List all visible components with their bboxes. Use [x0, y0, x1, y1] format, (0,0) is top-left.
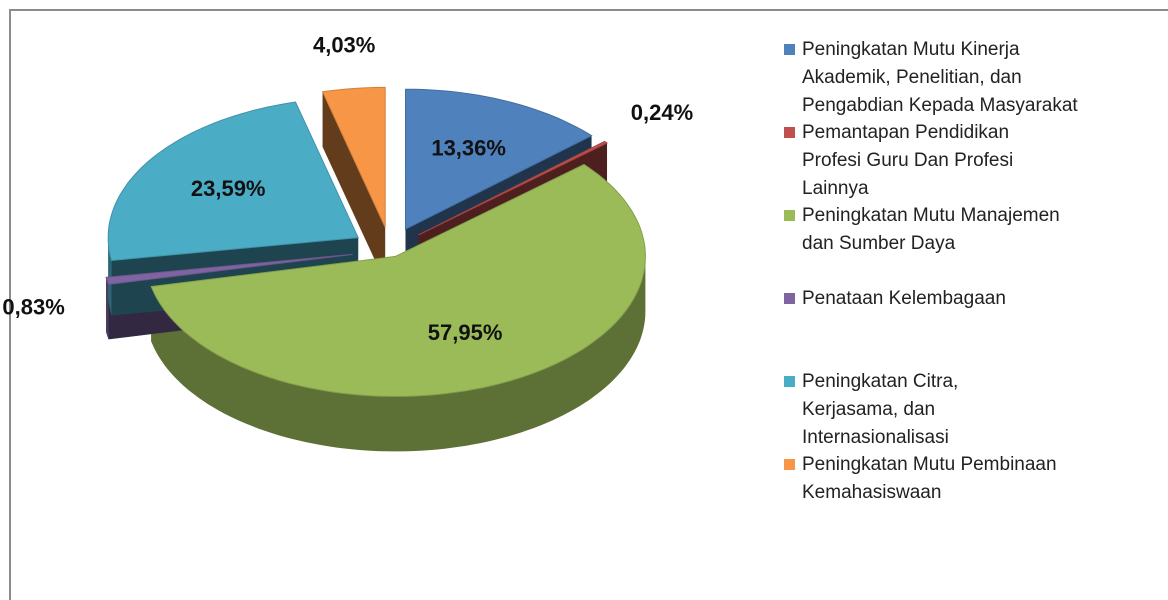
value-label: 0,83% — [2, 295, 64, 320]
legend-label: Penataan Kelembagaan — [802, 288, 1006, 309]
slice — [404, 88, 593, 230]
legend-label: Peningkatan Mutu Kinerja Akademik, Peneli… — [802, 39, 1078, 116]
slice — [150, 163, 646, 397]
legend-swatch — [784, 210, 795, 221]
legend-label: Peningkatan Citra, Kerjasama, dan Internas… — [802, 371, 958, 448]
value-label: 13,36% — [431, 136, 506, 161]
legend-label: Pemantapan Pendidikan Profesi Guru Dan Pr… — [802, 122, 1013, 199]
legend-swatch — [784, 127, 795, 138]
value-label: 23,59% — [191, 176, 266, 201]
legend-swatch — [784, 44, 795, 55]
slice-tops — [105, 86, 646, 397]
slice-wall — [106, 277, 109, 340]
legend-swatch — [784, 293, 795, 304]
slice-wall — [151, 256, 646, 452]
value-label: 0,24% — [631, 100, 693, 125]
legend-swatch — [784, 376, 795, 387]
slice — [418, 140, 609, 236]
value-label: 57,95% — [428, 320, 503, 345]
slice-edge — [322, 91, 386, 283]
legend-swatch — [784, 459, 795, 470]
slice — [105, 253, 353, 285]
legend-label: Peningkatan Mutu Pembinaan Kemahasiswaan — [802, 454, 1057, 503]
slice — [107, 101, 359, 262]
legend-label: Peningkatan Mutu Manajemen dan Sumber Day… — [802, 205, 1060, 254]
value-label: 4,03% — [313, 33, 375, 58]
slice — [321, 86, 386, 228]
